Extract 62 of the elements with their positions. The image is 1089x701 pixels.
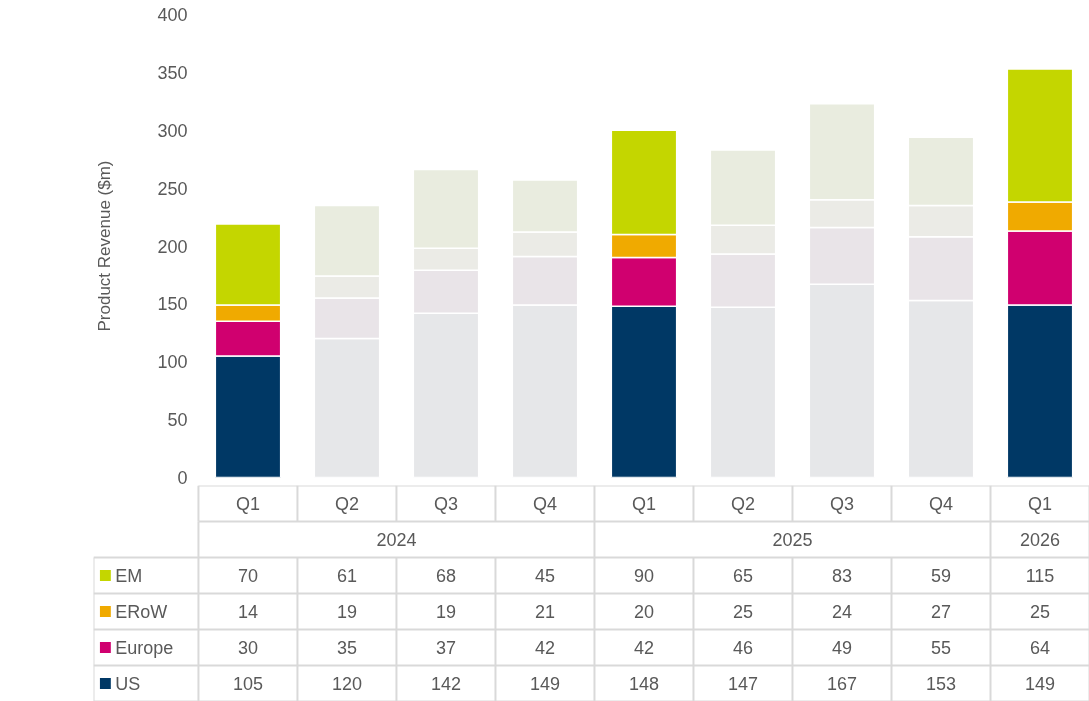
x-tick-label: Q2	[334, 493, 359, 514]
data-label: 35	[336, 638, 357, 658]
legend-label: Europe	[115, 637, 174, 658]
x-tick-label: Q1	[631, 493, 656, 514]
y-tick-label: 100	[157, 352, 188, 373]
data-label: 142	[430, 674, 461, 694]
data-label: 49	[831, 638, 853, 658]
data-label: 19	[435, 602, 456, 622]
legend-label: US	[115, 673, 141, 694]
data-label: 46	[732, 638, 753, 658]
y-tick-label: 200	[157, 236, 188, 257]
data-label: 105	[232, 674, 263, 694]
data-label: 149	[1024, 674, 1056, 694]
data-label: 21	[534, 602, 555, 622]
data-label: 153	[925, 674, 957, 694]
y-tick-label: 300	[157, 120, 188, 141]
y-tick-label: 50	[167, 410, 188, 431]
legend-label: EM	[115, 565, 143, 586]
y-tick-label: 250	[157, 178, 188, 199]
text: 2025	[772, 530, 813, 550]
x-tick-label: Q4	[928, 493, 953, 514]
data-label: 83	[831, 566, 853, 586]
data-label: 61	[336, 566, 357, 586]
data-label: 25	[732, 602, 753, 622]
x-tick-label: Q1	[235, 493, 260, 514]
data-label: 70	[237, 566, 258, 586]
data-label: 42	[534, 638, 555, 658]
data-label: 42	[633, 638, 654, 658]
data-label: 19	[336, 602, 357, 622]
x-tick-label: Q4	[532, 493, 557, 514]
data-label: 25	[1029, 602, 1051, 622]
y-tick-label: 0	[177, 468, 188, 488]
y-axis-title: Product Revenue ($m)	[95, 160, 115, 332]
data-label: 20	[633, 602, 654, 622]
y-tick-label: 350	[157, 62, 188, 83]
data-label: 14	[237, 602, 258, 622]
data-label: 30	[237, 638, 258, 658]
text: 2026	[1019, 530, 1061, 550]
data-label: 37	[435, 638, 456, 658]
data-label: 64	[1029, 638, 1051, 658]
x-tick-label: Q3	[829, 493, 854, 514]
data-label: 55	[930, 638, 952, 658]
y-tick-label: 150	[157, 294, 188, 315]
data-label: 27	[930, 602, 952, 622]
data-label: 45	[534, 566, 555, 586]
legend-label: ERoW	[115, 601, 168, 622]
data-label: 24	[831, 602, 853, 622]
data-label: 147	[727, 674, 759, 694]
data-label: 68	[435, 566, 456, 586]
data-label: 149	[529, 674, 560, 694]
x-tick-label: Q2	[730, 493, 755, 514]
data-label: 120	[331, 674, 362, 694]
x-tick-label: Q1	[1027, 493, 1053, 514]
data-label: 59	[930, 566, 952, 586]
data-label: 167	[826, 674, 858, 694]
data-label: 148	[628, 674, 659, 694]
x-tick-label: Q3	[433, 493, 458, 514]
text: 2024	[376, 530, 417, 550]
y-tick-label: 400	[157, 5, 188, 25]
data-label: 65	[732, 566, 753, 586]
data-label: 90	[633, 566, 654, 586]
data-label: 115	[1025, 566, 1055, 586]
